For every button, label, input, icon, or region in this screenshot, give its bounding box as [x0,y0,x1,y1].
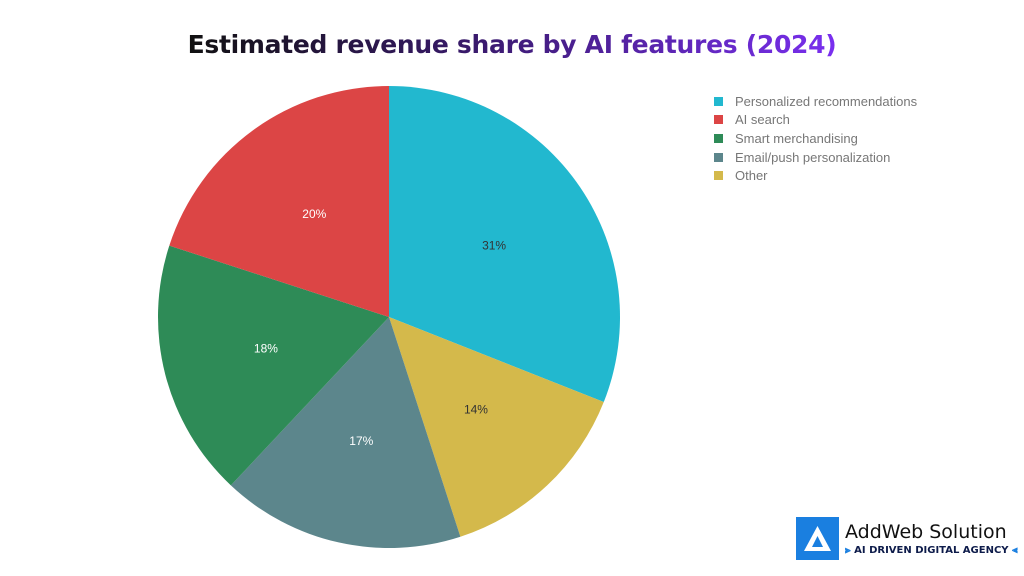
legend-swatch [714,152,723,162]
legend-label: Personalized recommendations [735,93,918,109]
legend-label: Other [735,168,768,184]
pie-chart: 31% 14% 17% 18% 20% [157,86,621,548]
legend-item: Personalized recommendations [714,92,917,111]
legend-swatch [714,115,723,125]
legend-item: AI search [714,111,917,130]
chart-title: Estimated revenue share by AI features (… [187,30,837,59]
legend-item: Other [714,166,917,185]
pie-slice [230,317,461,548]
legend-item: Smart merchandising [714,129,917,148]
pie-slice [169,86,389,317]
pie-slice [389,86,621,403]
data-label: 17% [349,434,373,448]
data-label: 14% [464,403,488,417]
logo-tagline: ⫸ AI DRIVEN DIGITAL AGENCY ⫷ [845,545,1018,556]
legend-swatch [714,133,723,143]
data-label: 20% [302,207,326,221]
data-label: 31% [482,239,506,253]
logo-mark-icon [796,517,839,560]
legend: Personalized recommendations AI search S… [714,92,917,185]
legend-label: AI search [735,112,790,128]
data-label: 18% [254,342,278,356]
pie-slice [389,317,604,537]
legend-label: Smart merchandising [735,130,858,146]
legend-item: Email/push personalization [714,148,917,167]
logo-name: AddWeb Solution [845,521,1007,543]
legend-swatch [714,96,723,106]
legend-swatch [714,171,723,181]
pie-slice [157,245,389,486]
brand-logo: AddWeb Solution ⫸ AI DRIVEN DIGITAL AGEN… [796,517,1018,560]
legend-label: Email/push personalization [735,149,891,165]
